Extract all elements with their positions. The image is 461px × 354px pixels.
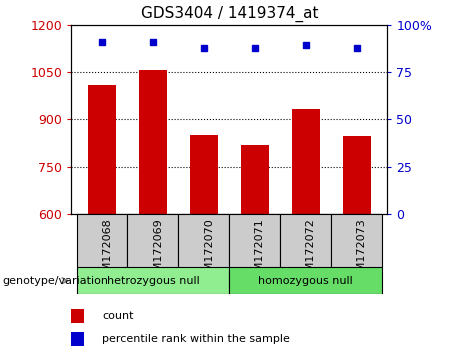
Bar bbox=[292, 109, 320, 214]
Bar bbox=[343, 136, 371, 214]
Bar bbox=[190, 135, 218, 214]
Text: hetrozygous null: hetrozygous null bbox=[106, 275, 199, 286]
Bar bbox=[280, 214, 331, 267]
Bar bbox=[178, 214, 230, 267]
Text: genotype/variation: genotype/variation bbox=[2, 276, 108, 286]
Bar bbox=[77, 214, 128, 267]
Bar bbox=[88, 85, 116, 214]
Bar bbox=[331, 214, 382, 267]
Text: GSM172069: GSM172069 bbox=[153, 218, 163, 286]
Text: homozygous null: homozygous null bbox=[258, 275, 353, 286]
Bar bbox=[128, 214, 178, 267]
Text: GSM172071: GSM172071 bbox=[255, 218, 265, 286]
Text: GSM172068: GSM172068 bbox=[102, 218, 112, 286]
Bar bbox=[230, 267, 382, 294]
Bar bbox=[71, 332, 84, 346]
Text: GSM172072: GSM172072 bbox=[306, 218, 316, 286]
Bar bbox=[71, 309, 84, 323]
Title: GDS3404 / 1419374_at: GDS3404 / 1419374_at bbox=[141, 6, 318, 22]
Bar bbox=[230, 214, 280, 267]
Bar bbox=[241, 145, 269, 214]
Bar bbox=[77, 267, 230, 294]
Text: count: count bbox=[102, 311, 134, 321]
Bar bbox=[139, 70, 167, 214]
Text: GSM172070: GSM172070 bbox=[204, 218, 214, 286]
Text: GSM172073: GSM172073 bbox=[357, 218, 366, 286]
Text: percentile rank within the sample: percentile rank within the sample bbox=[102, 334, 290, 344]
